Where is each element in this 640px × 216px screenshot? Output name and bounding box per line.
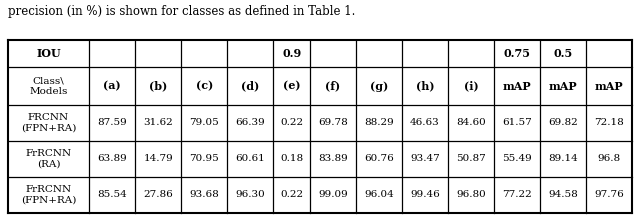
Text: 93.68: 93.68 xyxy=(189,190,219,199)
Text: 96.80: 96.80 xyxy=(456,190,486,199)
Text: FrRCNN
(FPN+RA): FrRCNN (FPN+RA) xyxy=(20,185,76,205)
Text: (g): (g) xyxy=(370,81,388,92)
Text: 0.9: 0.9 xyxy=(282,48,301,59)
Text: FRCNN
(FPN+RA): FRCNN (FPN+RA) xyxy=(20,113,76,133)
Text: 99.46: 99.46 xyxy=(410,190,440,199)
Text: 46.63: 46.63 xyxy=(410,118,440,127)
Text: 31.62: 31.62 xyxy=(143,118,173,127)
Text: 66.39: 66.39 xyxy=(236,118,265,127)
Text: 72.18: 72.18 xyxy=(595,118,624,127)
Text: 55.49: 55.49 xyxy=(502,154,532,163)
Text: 94.58: 94.58 xyxy=(548,190,578,199)
Text: 93.47: 93.47 xyxy=(410,154,440,163)
Text: (h): (h) xyxy=(416,81,435,92)
Text: (f): (f) xyxy=(325,81,340,92)
Text: 84.60: 84.60 xyxy=(456,118,486,127)
Text: 87.59: 87.59 xyxy=(97,118,127,127)
Text: 60.76: 60.76 xyxy=(364,154,394,163)
Text: 83.89: 83.89 xyxy=(318,154,348,163)
Text: FrRCNN
(RA): FrRCNN (RA) xyxy=(26,149,72,168)
Text: 88.29: 88.29 xyxy=(364,118,394,127)
Text: 96.30: 96.30 xyxy=(236,190,265,199)
Text: 70.95: 70.95 xyxy=(189,154,219,163)
Text: 50.87: 50.87 xyxy=(456,154,486,163)
Text: mAP: mAP xyxy=(549,81,577,92)
Text: mAP: mAP xyxy=(503,81,531,92)
Text: (i): (i) xyxy=(464,81,479,92)
Text: 0.18: 0.18 xyxy=(280,154,303,163)
Text: 85.54: 85.54 xyxy=(97,190,127,199)
Text: 61.57: 61.57 xyxy=(502,118,532,127)
Text: 97.76: 97.76 xyxy=(595,190,624,199)
Text: (c): (c) xyxy=(196,81,213,92)
Text: precision (in %) is shown for classes as defined in Table 1.: precision (in %) is shown for classes as… xyxy=(8,5,355,18)
Text: 0.75: 0.75 xyxy=(504,48,531,59)
Text: 27.86: 27.86 xyxy=(143,190,173,199)
Text: 0.5: 0.5 xyxy=(554,48,573,59)
Text: 96.04: 96.04 xyxy=(364,190,394,199)
Text: (e): (e) xyxy=(283,81,300,92)
Text: Class\
Models: Class\ Models xyxy=(29,76,68,96)
Text: mAP: mAP xyxy=(595,81,623,92)
Text: 89.14: 89.14 xyxy=(548,154,578,163)
Text: 69.82: 69.82 xyxy=(548,118,578,127)
Text: (d): (d) xyxy=(241,81,259,92)
Text: IOU: IOU xyxy=(36,48,61,59)
Text: (b): (b) xyxy=(149,81,167,92)
Text: 96.8: 96.8 xyxy=(598,154,621,163)
Text: 0.22: 0.22 xyxy=(280,118,303,127)
Text: 0.22: 0.22 xyxy=(280,190,303,199)
Text: 14.79: 14.79 xyxy=(143,154,173,163)
Text: 79.05: 79.05 xyxy=(189,118,219,127)
Text: 69.78: 69.78 xyxy=(318,118,348,127)
Text: 99.09: 99.09 xyxy=(318,190,348,199)
Text: 60.61: 60.61 xyxy=(236,154,265,163)
Text: 77.22: 77.22 xyxy=(502,190,532,199)
Text: (a): (a) xyxy=(103,81,121,92)
Text: 63.89: 63.89 xyxy=(97,154,127,163)
